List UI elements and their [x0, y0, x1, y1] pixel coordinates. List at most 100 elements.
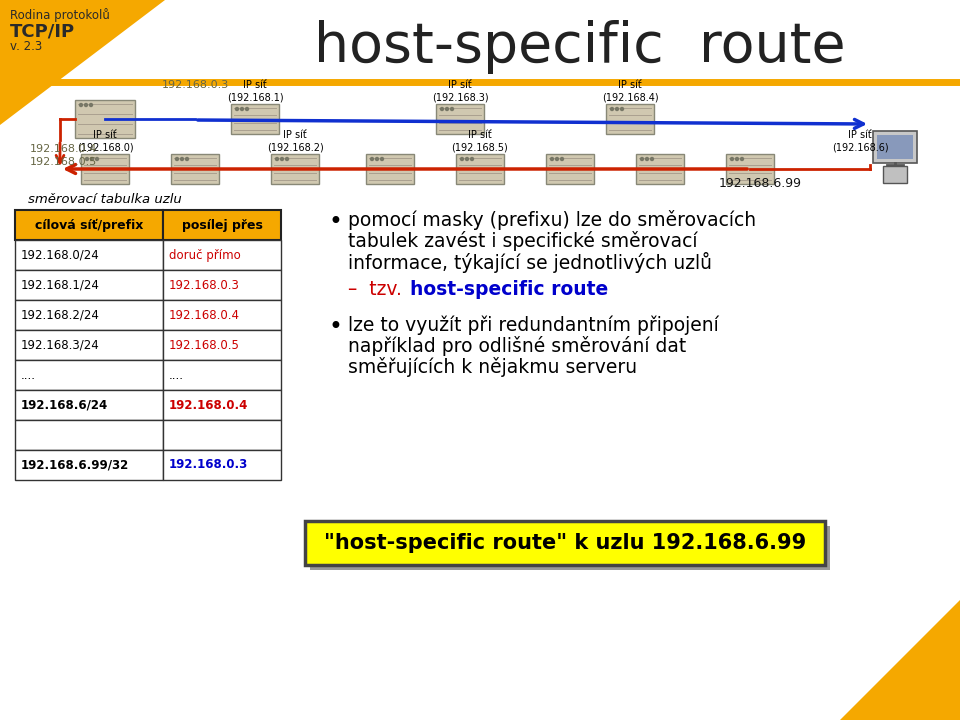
FancyBboxPatch shape — [163, 420, 281, 450]
Text: tabulek zavést i specifické směrovací: tabulek zavést i specifické směrovací — [348, 231, 698, 251]
Circle shape — [611, 107, 613, 110]
Text: pomocí masky (prefixu) lze do směrovacích: pomocí masky (prefixu) lze do směrovacíc… — [348, 210, 756, 230]
Circle shape — [470, 158, 473, 161]
Text: 192.168.0.3: 192.168.0.3 — [169, 459, 249, 472]
FancyBboxPatch shape — [271, 154, 319, 184]
Circle shape — [241, 107, 244, 110]
Circle shape — [615, 107, 618, 110]
Text: 192.168.0.5: 192.168.0.5 — [169, 338, 240, 351]
Circle shape — [375, 158, 378, 161]
Circle shape — [285, 158, 289, 161]
Text: IP síť
(192.168.2): IP síť (192.168.2) — [267, 130, 324, 152]
Text: 192.168.0.4: 192.168.0.4 — [169, 308, 240, 322]
Circle shape — [450, 107, 453, 110]
Circle shape — [651, 158, 654, 161]
FancyBboxPatch shape — [606, 104, 654, 134]
Circle shape — [640, 158, 643, 161]
FancyBboxPatch shape — [15, 450, 163, 480]
FancyBboxPatch shape — [15, 420, 163, 450]
Text: Rodina protokolů: Rodina protokolů — [10, 8, 109, 22]
Text: 192.168.0.3: 192.168.0.3 — [169, 279, 240, 292]
Polygon shape — [0, 0, 165, 125]
FancyBboxPatch shape — [883, 166, 907, 183]
Text: 192.168.6.99: 192.168.6.99 — [718, 177, 802, 190]
Circle shape — [235, 107, 238, 110]
FancyBboxPatch shape — [163, 270, 281, 300]
Text: 192.168.6.99/32: 192.168.6.99/32 — [21, 459, 130, 472]
Text: 192.168.6/24: 192.168.6/24 — [21, 398, 108, 412]
FancyBboxPatch shape — [15, 330, 163, 360]
FancyBboxPatch shape — [171, 154, 219, 184]
Text: 192.168.0.3: 192.168.0.3 — [161, 80, 228, 90]
Circle shape — [645, 158, 649, 161]
FancyBboxPatch shape — [15, 390, 163, 420]
Text: TCP/IP: TCP/IP — [10, 22, 75, 40]
Text: –  tzv.: – tzv. — [348, 280, 408, 299]
Circle shape — [461, 158, 464, 161]
Circle shape — [90, 158, 93, 161]
Circle shape — [185, 158, 188, 161]
Text: IP síť
(192.168.5): IP síť (192.168.5) — [451, 130, 509, 152]
FancyBboxPatch shape — [75, 100, 135, 138]
FancyBboxPatch shape — [163, 300, 281, 330]
FancyBboxPatch shape — [310, 526, 830, 570]
FancyBboxPatch shape — [81, 154, 129, 184]
Circle shape — [246, 107, 249, 110]
Circle shape — [735, 158, 738, 161]
Circle shape — [371, 158, 373, 161]
FancyBboxPatch shape — [163, 360, 281, 390]
Text: 192.168.0.4: 192.168.0.4 — [30, 144, 97, 154]
FancyBboxPatch shape — [163, 210, 281, 240]
Text: posílej přes: posílej přes — [181, 218, 262, 232]
Circle shape — [466, 158, 468, 161]
Text: směřujících k nějakmu serveru: směřujících k nějakmu serveru — [348, 357, 637, 377]
FancyBboxPatch shape — [305, 521, 825, 565]
FancyBboxPatch shape — [546, 154, 594, 184]
Circle shape — [89, 104, 92, 107]
FancyBboxPatch shape — [15, 300, 163, 330]
Text: IP síť
(192.168.6): IP síť (192.168.6) — [831, 130, 888, 152]
Text: 192.168.0.4: 192.168.0.4 — [169, 398, 249, 412]
Text: informace, týkající se jednotlivých uzlů: informace, týkající se jednotlivých uzlů — [348, 252, 712, 273]
FancyBboxPatch shape — [163, 240, 281, 270]
Text: 192.168.2/24: 192.168.2/24 — [21, 308, 100, 322]
FancyBboxPatch shape — [15, 270, 163, 300]
Circle shape — [441, 107, 444, 110]
Text: •: • — [328, 210, 342, 234]
Circle shape — [280, 158, 283, 161]
Circle shape — [276, 158, 278, 161]
Text: doruč přímo: doruč přímo — [169, 248, 241, 261]
Text: ....: .... — [169, 369, 184, 382]
Circle shape — [740, 158, 743, 161]
FancyBboxPatch shape — [873, 131, 917, 163]
Text: ....: .... — [21, 369, 36, 382]
Circle shape — [80, 104, 83, 107]
FancyBboxPatch shape — [163, 450, 281, 480]
Text: IP síť
(192.168.3): IP síť (192.168.3) — [432, 80, 489, 102]
Circle shape — [180, 158, 183, 161]
Text: 192.168.3/24: 192.168.3/24 — [21, 338, 100, 351]
FancyBboxPatch shape — [231, 104, 279, 134]
FancyBboxPatch shape — [15, 210, 163, 240]
Circle shape — [445, 107, 448, 110]
Circle shape — [550, 158, 554, 161]
Text: IP síť
(192.168.1): IP síť (192.168.1) — [227, 80, 283, 102]
FancyBboxPatch shape — [15, 360, 163, 390]
Text: •: • — [328, 315, 342, 339]
Text: host-specific  route: host-specific route — [314, 20, 846, 74]
FancyBboxPatch shape — [877, 135, 913, 159]
Text: v. 2.3: v. 2.3 — [10, 40, 42, 53]
Text: cílová síť/prefix: cílová síť/prefix — [35, 218, 143, 232]
Circle shape — [556, 158, 559, 161]
Circle shape — [84, 104, 87, 107]
Text: například pro odlišné směrování dat: například pro odlišné směrování dat — [348, 336, 686, 356]
FancyBboxPatch shape — [366, 154, 414, 184]
Text: IP síť
(192.168.0): IP síť (192.168.0) — [77, 130, 133, 152]
Text: 192.168.0.5: 192.168.0.5 — [30, 157, 97, 167]
Circle shape — [95, 158, 99, 161]
FancyBboxPatch shape — [436, 104, 484, 134]
Text: "host-specific route" k uzlu 192.168.6.99: "host-specific route" k uzlu 192.168.6.9… — [324, 533, 806, 553]
Circle shape — [85, 158, 88, 161]
Text: 192.168.1/24: 192.168.1/24 — [21, 279, 100, 292]
Text: lze to využít při redundantním připojení: lze to využít při redundantním připojení — [348, 315, 719, 335]
